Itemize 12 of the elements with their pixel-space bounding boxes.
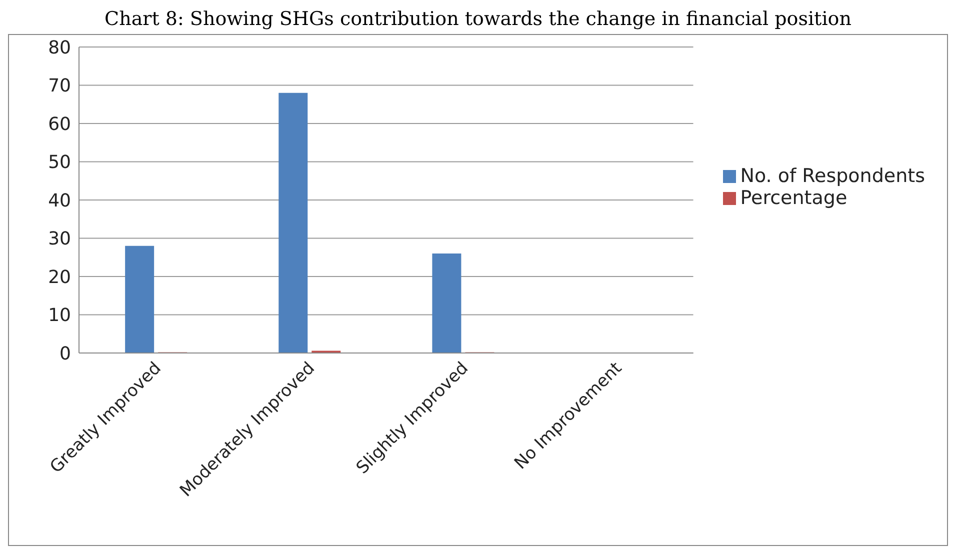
y-tick-label: 10	[48, 305, 71, 326]
y-tick-label: 50	[48, 152, 71, 174]
y-tick-label: 20	[48, 266, 71, 288]
y-tick-label: 40	[48, 190, 71, 212]
y-tick-label: 80	[48, 37, 71, 58]
chart-title: Chart 8: Showing SHGs contribution towards the change in financial position	[104, 8, 852, 32]
y-tick-label: 60	[48, 114, 71, 135]
y-tick-label: 0	[60, 343, 71, 364]
y-tick-label: 30	[48, 228, 71, 250]
legend-label: No. of Respondents	[740, 165, 925, 187]
legend-label: Percentage	[740, 187, 848, 209]
y-tick-label: 70	[48, 76, 71, 97]
